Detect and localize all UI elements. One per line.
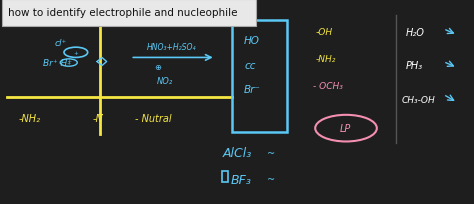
Text: H₂O: H₂O [405, 28, 424, 38]
Text: - Nutral: - Nutral [135, 113, 172, 123]
Text: +: + [67, 61, 71, 66]
Bar [222, 171, 228, 183]
Text: -NH₂: -NH₂ [315, 55, 336, 64]
Text: cc: cc [244, 60, 255, 70]
Bar [232, 20, 287, 133]
Text: Br⁻: Br⁻ [244, 85, 261, 95]
Text: ~: ~ [267, 175, 275, 184]
Text: AlCl₃: AlCl₃ [223, 146, 252, 160]
Text: -OH: -OH [315, 28, 332, 37]
Bar [2, 0, 256, 27]
Text: HNO₃+H₂SO₄: HNO₃+H₂SO₄ [147, 42, 196, 51]
Text: BF₃: BF₃ [231, 173, 252, 186]
Text: ⊕: ⊕ [154, 63, 161, 72]
Text: how to identify electrophile and nucleophile: how to identify electrophile and nucleop… [8, 8, 237, 18]
Text: -NH₂: -NH₂ [19, 113, 41, 123]
Text: cl⁺: cl⁺ [55, 38, 67, 47]
Text: - OCH₃: - OCH₃ [313, 81, 343, 90]
Text: CH₃-OH: CH₃-OH [402, 95, 436, 104]
Text: Br⁺ H⁺: Br⁺ H⁺ [43, 59, 72, 68]
Text: -N̅̅: -N̅̅ [92, 113, 103, 123]
Text: HO: HO [244, 36, 260, 46]
Text: PH₃: PH₃ [405, 60, 422, 70]
Text: LP: LP [340, 124, 351, 133]
Text: ~: ~ [267, 148, 275, 158]
Text: NO₂: NO₂ [156, 77, 173, 86]
Text: +: + [73, 51, 78, 55]
